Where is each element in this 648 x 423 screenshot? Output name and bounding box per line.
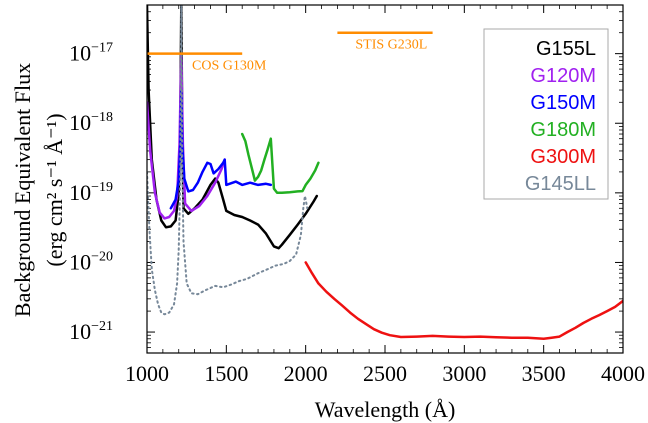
y-tick-exponent: −17 <box>91 41 113 56</box>
series-g120m-line <box>147 52 226 220</box>
y-tick-label: 10−21 <box>69 319 113 344</box>
legend-entry: G150M <box>530 92 596 114</box>
y-tick-exponent: −21 <box>91 319 113 334</box>
series-g180m-line <box>240 132 320 195</box>
x-tick-label: 1000 <box>125 361 169 386</box>
y-tick-exponent: −19 <box>91 180 113 195</box>
y-axis-units: (erg cm² s⁻¹ Å⁻¹) <box>42 113 67 266</box>
y-tick-exponent: −20 <box>91 249 113 264</box>
y-tick-label: 10−18 <box>69 110 113 135</box>
y-tick-label: 10−17 <box>69 41 113 66</box>
x-axis-title: Wavelength (Å) <box>315 397 456 422</box>
x-tick-label: 4000 <box>601 361 645 386</box>
legend-entry: G155L <box>536 38 596 60</box>
x-tick-label: 2000 <box>284 361 328 386</box>
y-tick-label: 10−19 <box>69 180 113 205</box>
plot-frame <box>146 4 624 354</box>
legend-entry: G120M <box>530 65 596 87</box>
annotation-label: COS G130M <box>192 59 267 74</box>
x-tick-label: 3500 <box>522 361 566 386</box>
legend-box <box>483 28 609 200</box>
legend-entry: G180M <box>530 119 596 141</box>
y-tick-label: 10−20 <box>69 249 113 274</box>
series-g300m-line <box>304 261 623 341</box>
annotation-layer: COS G130M STIS G230L <box>147 31 433 74</box>
legend-entry: G145LL <box>525 173 596 195</box>
x-tick-label: 2500 <box>363 361 407 386</box>
y-tick-exponent: −18 <box>91 110 113 125</box>
y-axis-title: Background Equivalent Flux <box>10 63 35 317</box>
x-tick-label: 1500 <box>204 361 248 386</box>
legend: G155L G120M G150M G180M G300M G145LL <box>483 28 609 200</box>
series-g155l-line <box>147 5 319 250</box>
series-g145ll-line <box>147 5 309 316</box>
x-tick-label: 3000 <box>442 361 486 386</box>
x-tick-group: 1000 1500 2000 2500 3000 3500 4000 <box>125 5 645 386</box>
series-layer <box>147 5 623 341</box>
legend-entry: G300M <box>530 146 596 168</box>
legend-items: G155L G120M G150M G180M G300M G145LL <box>525 38 596 195</box>
annotation-label: STIS G230L <box>355 38 427 53</box>
